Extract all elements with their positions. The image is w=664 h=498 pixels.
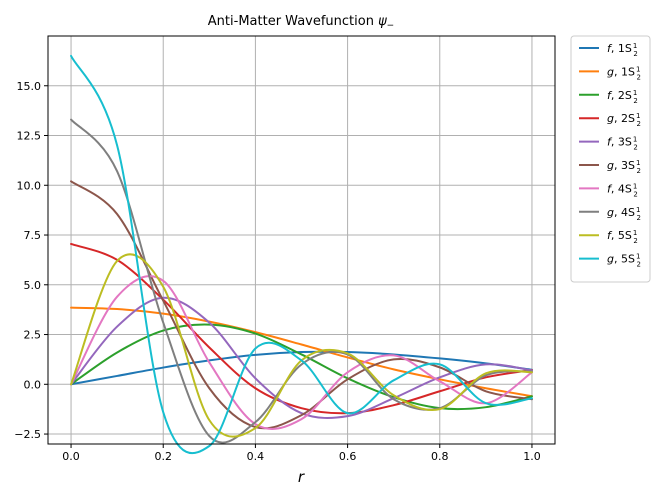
x-tick-label: 0.0 [62,450,80,463]
y-tick-label: −2.5 [14,428,41,441]
x-tick-label: 0.2 [154,450,172,463]
legend-label: g, 3S1 2 [607,159,641,175]
legend-label: f, 2S1 2 [607,89,638,105]
legend-entry: f, 2S1 2 [579,89,638,105]
x-tick-label: 0.8 [431,450,449,463]
series-line-f-1s [70,350,533,386]
series-line-g-1s [70,306,533,398]
series-line-g-2s [70,242,533,415]
legend-entry: f, 1S1 2 [579,42,638,58]
y-tick-label: 7.5 [24,229,42,242]
y-tick-label: 12.5 [17,130,42,143]
y-tick-label: 10.0 [17,179,42,192]
y-tick-label: 5.0 [24,279,42,292]
series-line-f-2s [70,323,533,411]
legend-entry: f, 3S1 2 [579,136,638,152]
legend-label: f, 4S1 2 [607,182,638,198]
legend-entry: g, 1S1 2 [579,65,641,81]
legend-entry: g, 5S1 2 [579,253,641,269]
legend-label: g, 4S1 2 [607,206,641,222]
legend-label: g, 1S1 2 [607,65,641,81]
legend-label: g, 2S1 2 [607,112,641,128]
legend-label: f, 1S1 2 [607,42,638,58]
legend-entry: g, 2S1 2 [579,112,641,128]
x-tick-label: 0.6 [339,450,357,463]
x-tick-label: 0.4 [247,450,265,463]
x-tick-label: 1.0 [523,450,541,463]
legend-entry: f, 5S1 2 [579,229,638,245]
y-tick-label: 0.0 [24,378,42,391]
y-tick-label: 15.0 [17,80,42,93]
series-line-g-5s [70,54,533,455]
legend-label: f, 3S1 2 [607,136,638,152]
axis-ticks: 0.0 0.2 0.4 0.6 0.8 1.0 −2.5 0.0 2.5 5.0 7.5 10.0 12… [14,80,540,463]
plot-lines [70,54,533,455]
legend-entry: f, 4S1 2 [579,182,638,198]
legend: f, 1S1 2 g, 1S1 2 f, 2S1 2 g, 2S1 2 f, 3S1 2 g, 3S… [570,35,651,283]
y-tick-label: 2.5 [24,329,42,342]
axes-frame [47,35,556,445]
series-line-g-4s [70,118,533,444]
legend-entry: g, 3S1 2 [579,159,641,175]
legend-label: f, 5S1 2 [607,229,638,245]
series-line-f-4s [70,275,533,430]
x-axis-label: r [298,468,305,486]
legend-label: g, 5S1 2 [607,253,641,269]
legend-box [570,35,651,283]
legend-entry: g, 4S1 2 [579,206,641,222]
chart-title: Anti-Matter Wavefunction ψ− [208,14,394,31]
